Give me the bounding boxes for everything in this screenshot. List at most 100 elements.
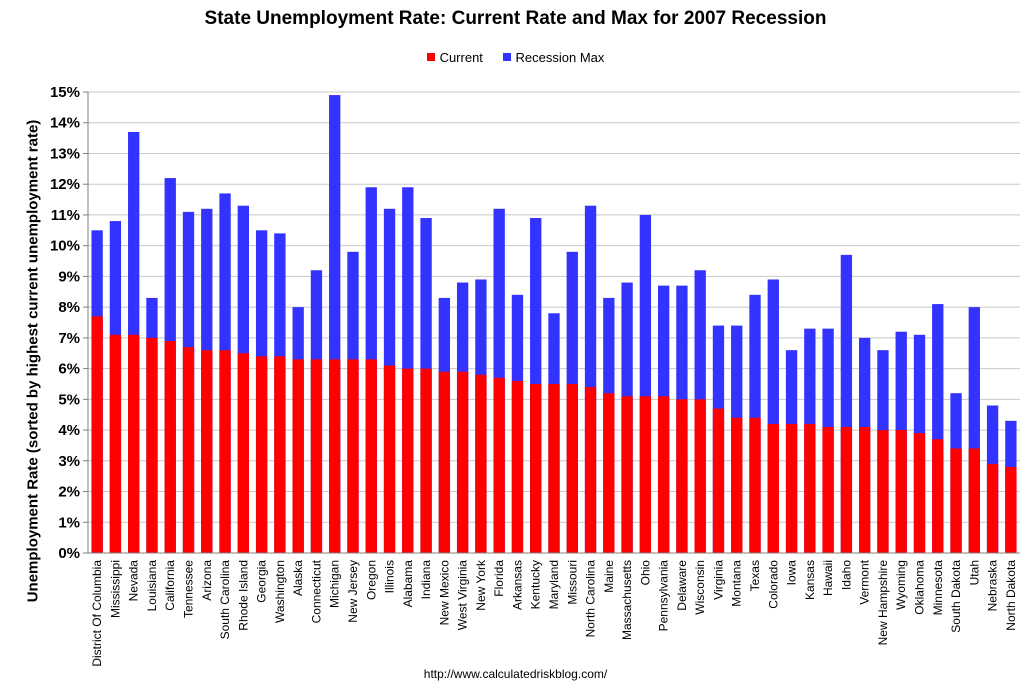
bar-current xyxy=(840,426,853,553)
x-category-label: Massachusetts xyxy=(620,560,634,640)
bar-current xyxy=(968,448,980,553)
bar-current xyxy=(1005,466,1017,553)
bar-recession-max xyxy=(329,95,341,553)
bar-current xyxy=(383,365,396,553)
bar-current xyxy=(182,347,195,553)
y-tick-labels: 0% 1% 2% 3% 4% 5% 6% 7% 8% 9% 10% 11% 12% 13% 14% 15% xyxy=(50,84,80,562)
bar-current xyxy=(877,430,889,553)
bar-current xyxy=(365,359,377,553)
x-category-label: California xyxy=(163,560,177,611)
bar-current xyxy=(785,423,798,553)
x-category-label: North Dakota xyxy=(1004,560,1018,631)
x-category-label: Montana xyxy=(730,560,744,607)
axes xyxy=(87,92,1020,554)
x-category-label: Kentucky xyxy=(529,560,543,609)
bar-current xyxy=(420,368,432,553)
x-category-label: Idaho xyxy=(839,560,853,590)
bar-current xyxy=(438,371,451,553)
bar-current xyxy=(603,393,615,553)
x-category-label: Nebraska xyxy=(986,560,1000,612)
bar-current xyxy=(164,340,176,553)
bar-current xyxy=(584,387,597,553)
bar-current xyxy=(694,399,706,553)
bar-current xyxy=(767,423,779,553)
bar-current xyxy=(676,399,688,553)
y-tick-label: 6% xyxy=(58,361,80,378)
legend-label-current: Current xyxy=(439,49,483,65)
x-category-label: Tennessee xyxy=(182,560,196,618)
bar-recession-max xyxy=(840,254,853,554)
legend-swatch-current xyxy=(426,53,435,61)
bar-current xyxy=(621,396,633,553)
x-category-label: Nevada xyxy=(127,560,141,602)
x-category-label: New Mexico xyxy=(437,560,451,626)
x-category-label: West Virginia xyxy=(456,560,470,631)
x-category-label: Maine xyxy=(602,560,616,593)
y-tick-label: 5% xyxy=(58,391,80,408)
x-category-label: Mississippi xyxy=(108,560,122,618)
bar-current xyxy=(201,350,213,553)
bar-current xyxy=(548,383,560,553)
legend-item-current: Current xyxy=(426,49,483,65)
bar-current xyxy=(511,380,524,553)
y-tick-label: 8% xyxy=(58,299,80,316)
y-tick-label: 15% xyxy=(50,84,80,101)
y-tick-label: 1% xyxy=(58,514,80,531)
bar-recession-max xyxy=(767,279,779,553)
x-category-label: Wyoming xyxy=(894,560,908,610)
bar-current xyxy=(932,439,944,553)
bar-current xyxy=(566,383,578,553)
y-tick-label: 12% xyxy=(50,176,80,193)
x-category-label: Arizona xyxy=(200,560,214,601)
bar-current xyxy=(712,408,725,553)
legend-item-max: Recession Max xyxy=(502,49,605,65)
x-category-label: Oregon xyxy=(364,560,378,600)
x-category-label: Kansas xyxy=(803,560,817,600)
y-tick-label: 14% xyxy=(50,115,80,132)
bar-current xyxy=(128,334,140,553)
bar-current xyxy=(237,353,249,553)
x-category-label: Alabama xyxy=(401,560,415,608)
x-category-labels: District Of Columbia Mississippi Nevada Lou… xyxy=(90,559,1018,667)
bar-current xyxy=(146,337,158,553)
x-category-label: South Carolina xyxy=(218,560,232,640)
x-category-label: District Of Columbia xyxy=(90,560,104,667)
bar-current xyxy=(219,350,231,553)
bar-current xyxy=(347,359,359,553)
bar-current xyxy=(639,396,652,553)
bar-current xyxy=(657,396,670,553)
y-tick-label: 7% xyxy=(58,330,80,347)
x-category-label: South Dakota xyxy=(949,560,963,633)
bar-recession-max xyxy=(639,214,652,553)
x-category-label: New Hampshire xyxy=(876,560,890,646)
y-tick-label: 2% xyxy=(58,484,80,501)
x-category-label: Minnesota xyxy=(931,560,945,616)
x-category-label: Michigan xyxy=(328,560,342,608)
bar-recession-max xyxy=(968,307,980,553)
bar-current xyxy=(804,423,816,553)
x-category-label: Alaska xyxy=(291,560,305,596)
bars-current xyxy=(91,316,1017,553)
legend-label-max: Recession Max xyxy=(515,49,605,65)
x-category-label: New York xyxy=(474,559,488,611)
bar-current xyxy=(493,377,505,553)
bar-current xyxy=(950,448,962,553)
bar-current xyxy=(913,433,926,553)
bar-current xyxy=(274,356,286,553)
source-url: http://www.calculatedriskblog.com/ xyxy=(423,667,608,681)
bar-current xyxy=(986,463,999,553)
x-category-label: Colorado xyxy=(766,560,780,609)
y-tick-label: 11% xyxy=(51,207,80,224)
y-tick-label: 0% xyxy=(58,545,80,562)
x-category-label: Texas xyxy=(748,560,762,591)
x-category-label: Delaware xyxy=(675,560,689,611)
bar-current xyxy=(402,368,414,553)
x-category-label: Maryland xyxy=(547,560,561,609)
x-category-label: Wisconsin xyxy=(693,560,707,615)
x-category-label: Virginia xyxy=(711,560,725,600)
x-category-label: Washington xyxy=(273,560,287,623)
bar-current xyxy=(91,316,103,553)
x-category-label: Louisiana xyxy=(145,560,159,612)
y-tick-label: 9% xyxy=(58,268,80,285)
